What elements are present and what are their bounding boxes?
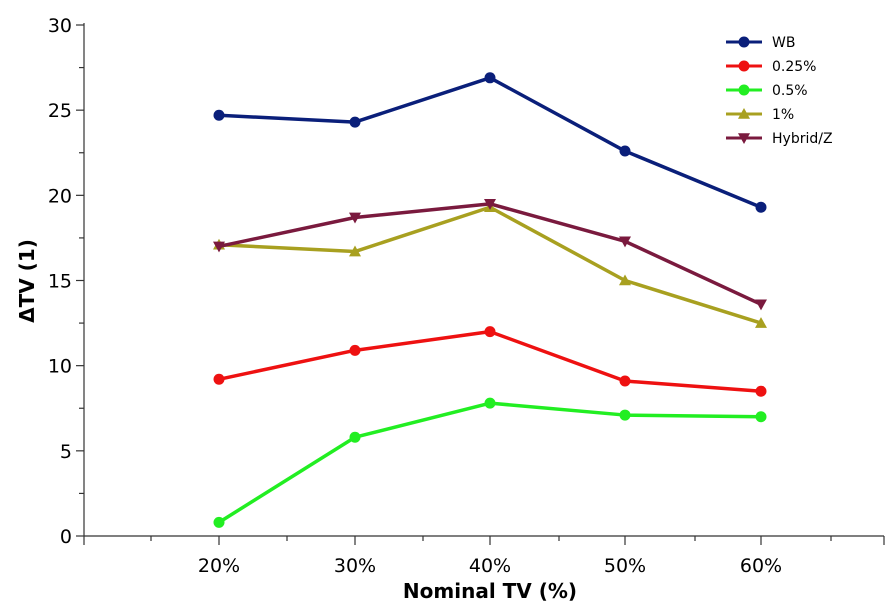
series-0 [213,72,767,213]
axes: 0 5 10 15 20 25 30 20% 30% 40% 50% 60% [48,15,885,577]
data-point [619,274,631,286]
legend-marker [738,84,750,96]
legend-item: 0.25% [726,59,816,75]
data-point [213,241,225,253]
x-axis-title: Nominal TV (%) [403,579,577,603]
x-tick-label: 40% [469,555,511,577]
series-layer [213,72,767,528]
data-point [755,411,767,423]
legend-label: Hybrid/Z [772,131,833,147]
series-3 [213,201,767,328]
series-1 [213,326,767,397]
x-tick-label: 50% [604,555,646,577]
data-point [484,397,496,409]
data-point [349,212,361,224]
data-point [213,516,225,528]
x-tick-label: 20% [198,555,240,577]
series-line [218,401,762,524]
legend-marker [738,60,750,72]
y-tick-label: 25 [48,100,72,122]
data-point [349,245,361,257]
legend-label: 1% [772,107,794,123]
data-point [484,72,496,84]
y-tick-label: 20 [48,185,72,207]
data-point [213,373,225,385]
data-point [755,299,767,311]
legend: WB 0.25% 0.5% 1% Hybrid/Z [726,35,833,147]
legend-item: 0.5% [726,83,808,99]
data-point [755,317,767,328]
y-tick-label: 15 [48,271,72,293]
y-tick-label: 5 [60,441,72,463]
legend-item: Hybrid/Z [726,131,833,147]
series-line [218,329,762,393]
y-axis-title: ΔTV (1) [15,239,39,323]
legend-marker [738,108,750,119]
series-2 [213,397,767,528]
legend-marker [738,36,750,48]
data-point [349,431,361,443]
data-point [349,344,361,356]
data-point [349,116,361,128]
legend-marker [738,133,750,144]
data-point [755,201,767,213]
series-4 [213,199,767,311]
data-point [484,326,496,338]
legend-item: WB [726,35,795,51]
legend-label: WB [772,35,795,51]
data-point [619,375,631,387]
x-tick-label: 30% [334,555,376,577]
x-tick-label: 60% [740,555,782,577]
legend-label: 0.5% [772,83,808,99]
data-point [755,385,767,397]
data-point [619,236,631,248]
y-tick-label: 0 [60,526,72,548]
legend-item: 1% [726,107,794,123]
data-point [484,199,496,210]
y-tick-label: 30 [48,15,72,37]
y-tick-label: 10 [48,356,72,378]
data-point [213,109,225,121]
legend-label: 0.25% [772,59,816,75]
series-line [218,202,762,306]
series-line [218,76,762,209]
data-point [619,145,631,157]
data-point [619,409,631,421]
